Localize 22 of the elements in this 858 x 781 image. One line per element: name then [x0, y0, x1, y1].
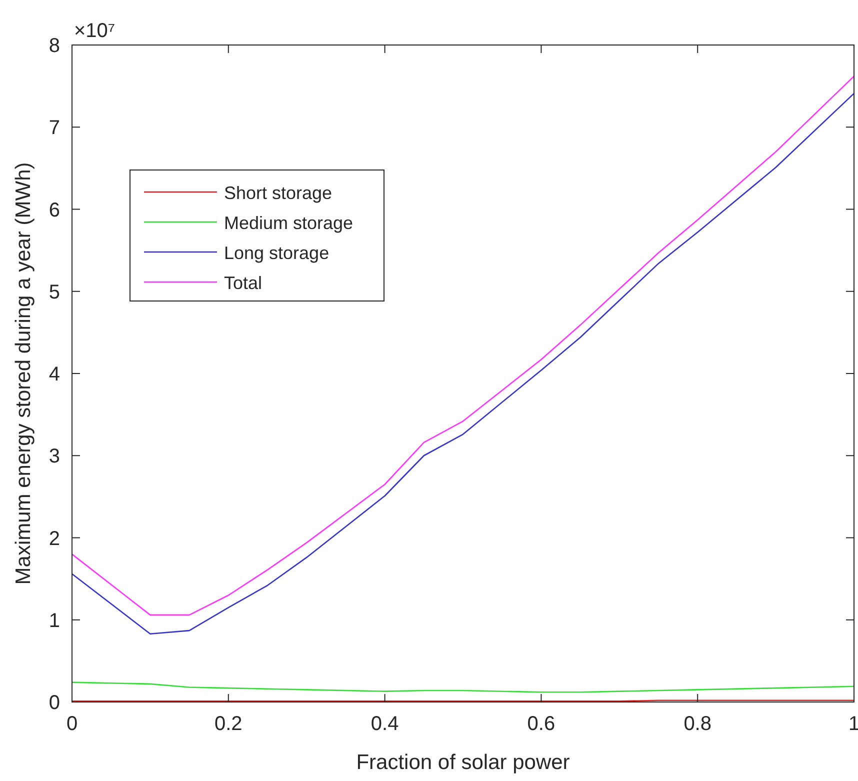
x-tick-label: 0.4 [370, 713, 399, 735]
legend-label: Short storage [224, 183, 332, 203]
y-tick-label: 0 [48, 692, 60, 714]
y-tick-label: 8 [48, 35, 60, 57]
y-tick-label: 3 [48, 446, 60, 468]
x-tick-label: 0 [66, 713, 78, 735]
x-tick-label: 0.2 [214, 713, 242, 735]
y-tick-label: 4 [48, 364, 60, 386]
x-tick-label: 0.8 [684, 713, 712, 735]
y-tick-label: 6 [48, 199, 60, 222]
legend-label: Medium storage [224, 213, 354, 233]
x-tick-label: 0.6 [527, 713, 556, 735]
y-axis-title: Maximum energy stored during a year (MWh) [12, 162, 35, 585]
x-axis-title: Fraction of solar power [356, 751, 570, 774]
y-tick-label: 1 [48, 610, 60, 632]
text: ×10⁷ [74, 20, 116, 42]
legend-label: Total [224, 273, 262, 293]
y-tick-label: 5 [48, 281, 60, 304]
y-tick-label: 7 [48, 117, 60, 140]
line-series [71, 682, 855, 693]
legend-label: Long storage [224, 243, 330, 263]
y-tick-label: 2 [48, 528, 60, 550]
